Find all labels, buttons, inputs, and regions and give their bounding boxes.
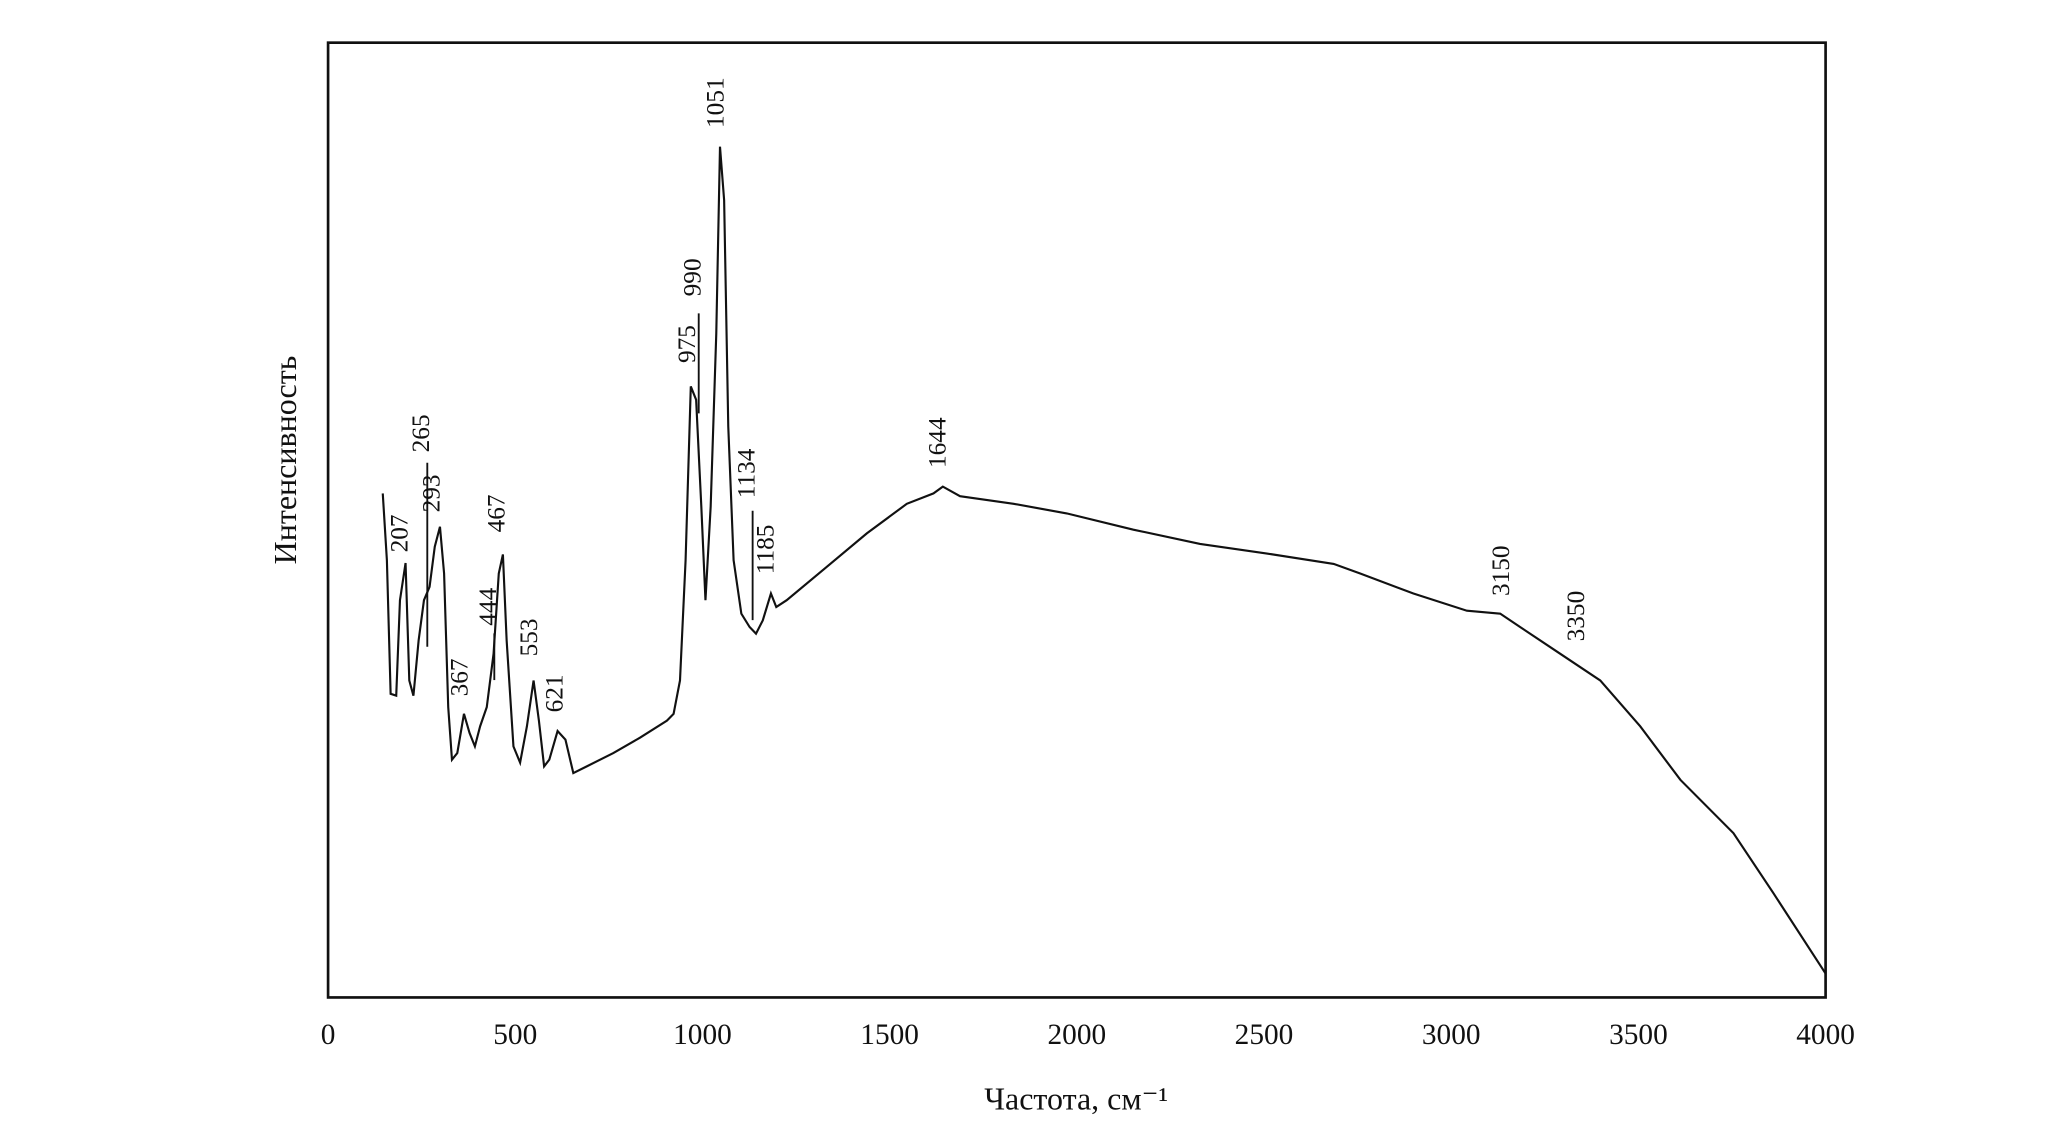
x-tick-label: 3500 xyxy=(1609,1019,1668,1051)
peak-label: 621 xyxy=(540,674,568,712)
x-tick-label: 4000 xyxy=(1796,1019,1855,1051)
peak-label: 1051 xyxy=(701,77,729,128)
peak-label: 293 xyxy=(418,474,446,512)
peak-label: 553 xyxy=(515,618,543,656)
peak-label: 207 xyxy=(385,514,413,552)
spectrum-line xyxy=(381,146,1827,975)
peak-label: 1185 xyxy=(752,525,780,575)
peak-label: 990 xyxy=(679,258,707,296)
peak-label: 367 xyxy=(445,658,473,696)
peak-label: 1644 xyxy=(923,417,951,468)
x-tick-label: 2500 xyxy=(1235,1019,1294,1051)
peak-label: 1134 xyxy=(732,448,760,498)
x-tick-label: 1000 xyxy=(673,1019,732,1051)
x-tick-label: 3000 xyxy=(1422,1019,1481,1051)
x-tick-label: 1500 xyxy=(860,1019,919,1051)
x-axis-title: Частота, см⁻¹ xyxy=(984,1080,1168,1116)
peak-label: 975 xyxy=(673,325,701,363)
x-tick-label: 2000 xyxy=(1048,1019,1107,1051)
peak-label: 3350 xyxy=(1562,591,1590,642)
peak-label: 444 xyxy=(474,587,502,625)
peak-label: 265 xyxy=(407,414,435,452)
peak-label: 3150 xyxy=(1487,545,1515,596)
x-tick-label: 0 xyxy=(321,1019,336,1051)
y-axis-title: Интенсивность xyxy=(267,356,303,565)
peak-label: 467 xyxy=(483,494,511,532)
x-tick-label: 500 xyxy=(493,1019,537,1051)
plot-frame xyxy=(326,41,1827,999)
